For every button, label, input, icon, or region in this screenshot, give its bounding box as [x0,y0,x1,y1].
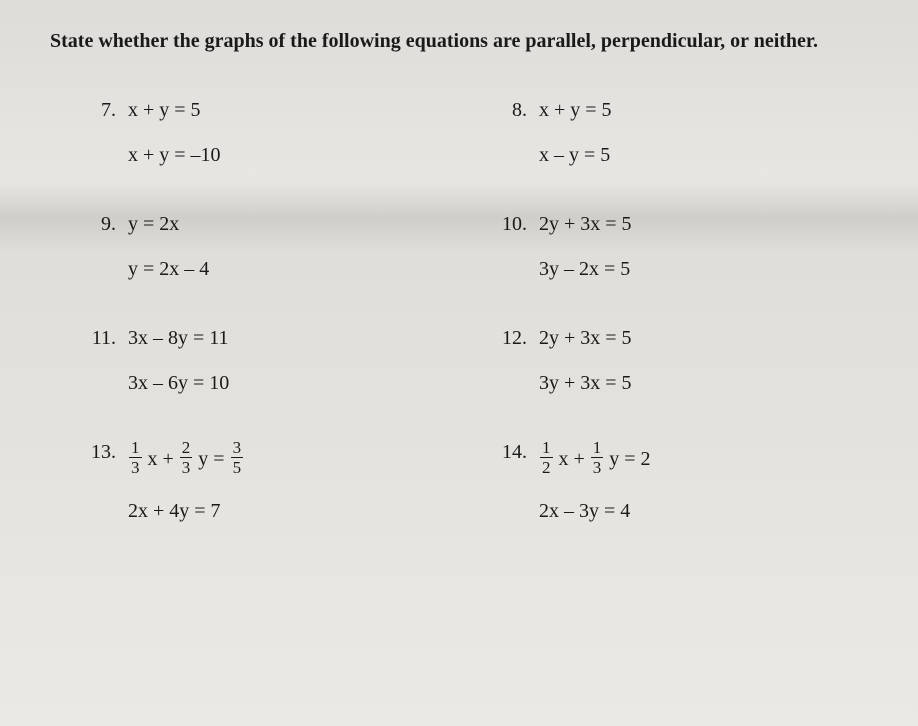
problem-8: 8. x + y = 5 x – y = 5 [497,99,868,167]
equation-2: 3y + 3x = 5 [539,372,632,395]
equation-1: 2y + 3x = 5 [539,213,632,236]
problem-11: 11. 3x – 8y = 11 3x – 6y = 10 [86,327,457,395]
equation-2: 3x – 6y = 10 [128,372,229,395]
problem-9: 9. y = 2x y = 2x – 4 [86,213,457,281]
fraction: 23 [180,439,193,476]
problem-number: 9. [86,213,116,281]
problem-number: 7. [86,99,116,167]
problem-number: 8. [497,99,527,167]
equation-group: 2y + 3x = 5 3y – 2x = 5 [539,213,632,281]
equation-2: y = 2x – 4 [128,258,209,281]
equation-2: x + y = –10 [128,144,221,167]
equation-1: y = 2x [128,213,209,236]
equation-1: 13 x + 23 y = 35 [128,441,244,478]
fraction: 35 [231,439,244,476]
equation-2: x – y = 5 [539,144,612,167]
problem-13: 13. 13 x + 23 y = 35 2x + 4y = 7 [86,441,457,523]
equation-group: x + y = 5 x – y = 5 [539,99,612,167]
problem-10: 10. 2y + 3x = 5 3y – 2x = 5 [497,213,868,281]
equation-group: y = 2x y = 2x – 4 [128,213,209,281]
problem-number: 12. [497,327,527,395]
fraction: 13 [129,439,142,476]
term-text: x + [554,448,590,470]
term-text: y = 2 [604,448,650,470]
instruction-text: State whether the graphs of the followin… [50,28,868,55]
term-text: x + [143,448,179,470]
equation-1: x + y = 5 [128,99,221,122]
equation-1: 3x – 8y = 11 [128,327,229,350]
fraction: 12 [540,439,553,476]
problem-7: 7. x + y = 5 x + y = –10 [86,99,457,167]
equation-1: 2y + 3x = 5 [539,327,632,350]
problem-12: 12. 2y + 3x = 5 3y + 3x = 5 [497,327,868,395]
equation-group: x + y = 5 x + y = –10 [128,99,221,167]
equation-2: 2x + 4y = 7 [128,500,244,523]
equation-2: 3y – 2x = 5 [539,258,632,281]
problem-14: 14. 12 x + 13 y = 2 2x – 3y = 4 [497,441,868,523]
problems-grid: 7. x + y = 5 x + y = –10 8. x + y = 5 x … [50,99,868,523]
equation-2: 2x – 3y = 4 [539,500,651,523]
problem-number: 10. [497,213,527,281]
equation-group: 13 x + 23 y = 35 2x + 4y = 7 [128,441,244,523]
equation-1: x + y = 5 [539,99,612,122]
problem-number: 13. [86,441,116,523]
term-text: y = [193,448,229,470]
fraction: 13 [591,439,604,476]
equation-group: 12 x + 13 y = 2 2x – 3y = 4 [539,441,651,523]
equation-group: 3x – 8y = 11 3x – 6y = 10 [128,327,229,395]
problem-number: 14. [497,441,527,523]
equation-group: 2y + 3x = 5 3y + 3x = 5 [539,327,632,395]
equation-1: 12 x + 13 y = 2 [539,441,651,478]
problem-number: 11. [86,327,116,395]
